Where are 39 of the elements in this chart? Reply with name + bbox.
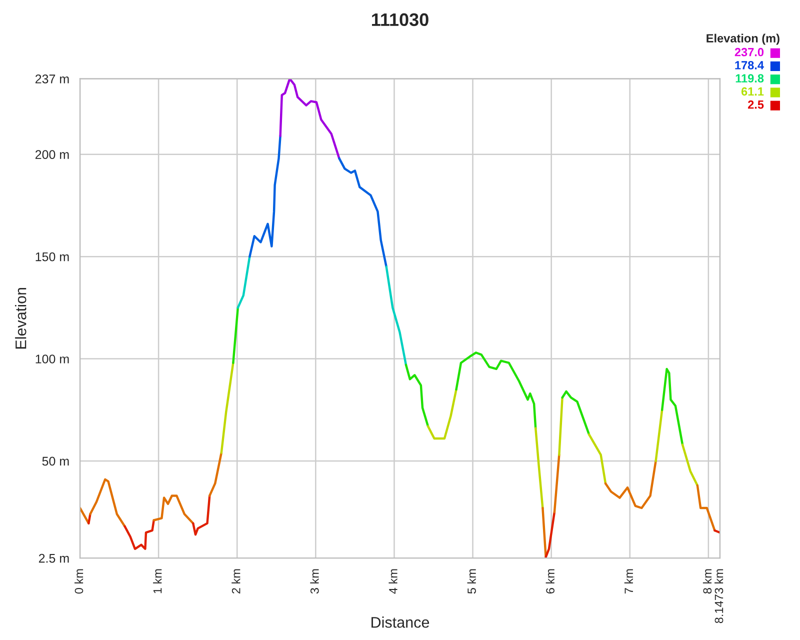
color-bar-label: 61.1 — [741, 87, 764, 96]
x-tick-label: 5 km — [467, 569, 476, 594]
x-tick-label: 1 km — [153, 569, 162, 594]
color-bar-title: Elevation (m) — [706, 34, 780, 45]
line-series — [124, 519, 155, 550]
line-series — [248, 134, 282, 258]
line-series — [279, 78, 340, 160]
y-axis-title: Elevation — [15, 288, 26, 349]
line-series — [152, 494, 194, 524]
chart-title: 111030 — [372, 13, 428, 26]
y-tick-label: 237 m — [35, 74, 69, 84]
line-series — [385, 266, 408, 366]
color-bar-label: 178.4 — [735, 61, 764, 70]
x-tick-label: 8.1473 km — [714, 569, 724, 624]
line-series — [338, 157, 388, 268]
x-tick-label: 6 km — [546, 569, 554, 594]
line-series — [660, 368, 684, 446]
line-series — [192, 494, 211, 536]
line-series — [604, 460, 657, 510]
line-series — [561, 390, 590, 436]
y-tick-label: 150 m — [36, 252, 69, 262]
x-tick-label: 7 km — [624, 569, 633, 594]
x-axis-title: Distance — [372, 616, 430, 628]
color-bar-label: 119.8 — [736, 74, 764, 83]
y-tick-label: 2.5 m — [38, 554, 69, 563]
line-series — [455, 352, 537, 430]
x-tick-label: 2 km — [232, 569, 240, 594]
x-tick-label: 4 km — [388, 569, 398, 594]
line-series — [404, 364, 430, 428]
y-tick-label: 200 m — [35, 150, 69, 160]
y-tick-label: 50 m — [42, 456, 69, 466]
color-bar-label: 237.0 — [734, 48, 764, 56]
line-series — [89, 478, 126, 528]
x-tick-label: 0 km — [74, 569, 84, 594]
x-tick-label: 8 km — [702, 569, 712, 594]
line-series — [426, 388, 458, 440]
x-tick-label: 3 km — [310, 569, 319, 594]
y-tick-label: 100 m — [36, 354, 69, 364]
color-bar-label: 2.5 — [748, 100, 764, 109]
